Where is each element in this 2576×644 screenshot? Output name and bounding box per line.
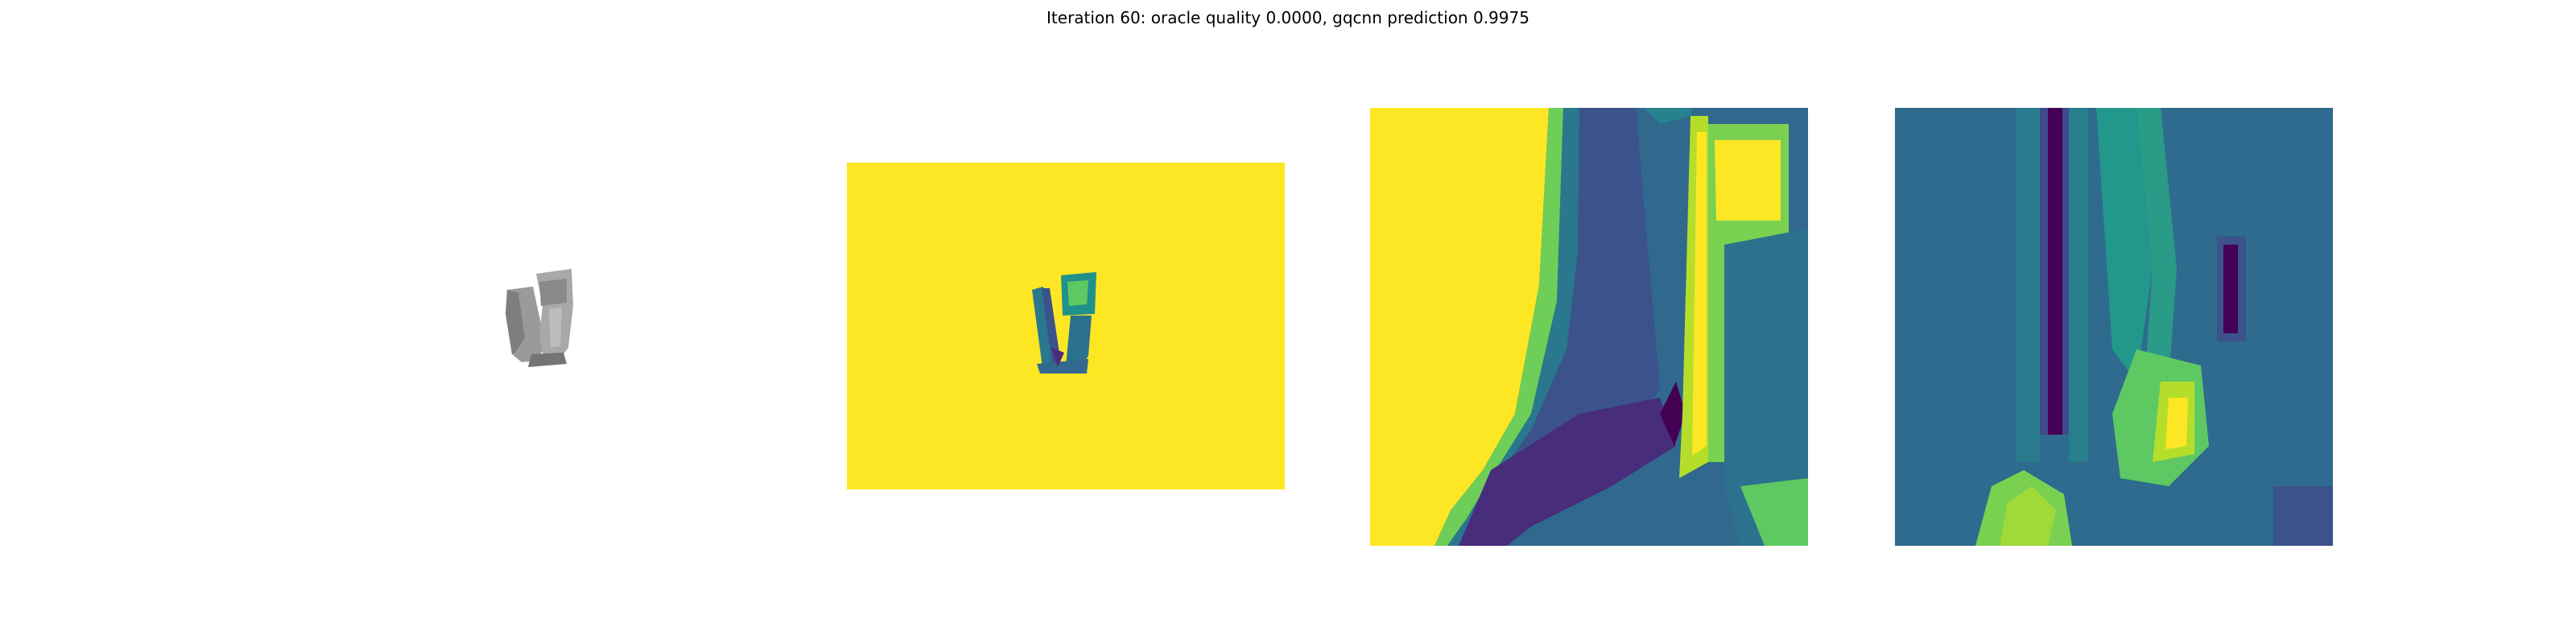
figure-title: Iteration 60: oracle quality 0.0000, gqc… [1046,8,1530,27]
depth-crop-panel [1370,108,1808,546]
object-mesh-icon [506,269,573,367]
gradient-map-panel [1895,108,2333,546]
rendered-mesh-panel [483,258,596,386]
depth-crop [1370,108,1808,546]
depth-image-panel [847,163,1285,489]
gradient-map [1895,108,2333,546]
depth-image [847,163,1285,489]
